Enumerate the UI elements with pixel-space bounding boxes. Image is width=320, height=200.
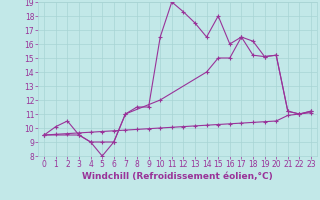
X-axis label: Windchill (Refroidissement éolien,°C): Windchill (Refroidissement éolien,°C) — [82, 172, 273, 181]
